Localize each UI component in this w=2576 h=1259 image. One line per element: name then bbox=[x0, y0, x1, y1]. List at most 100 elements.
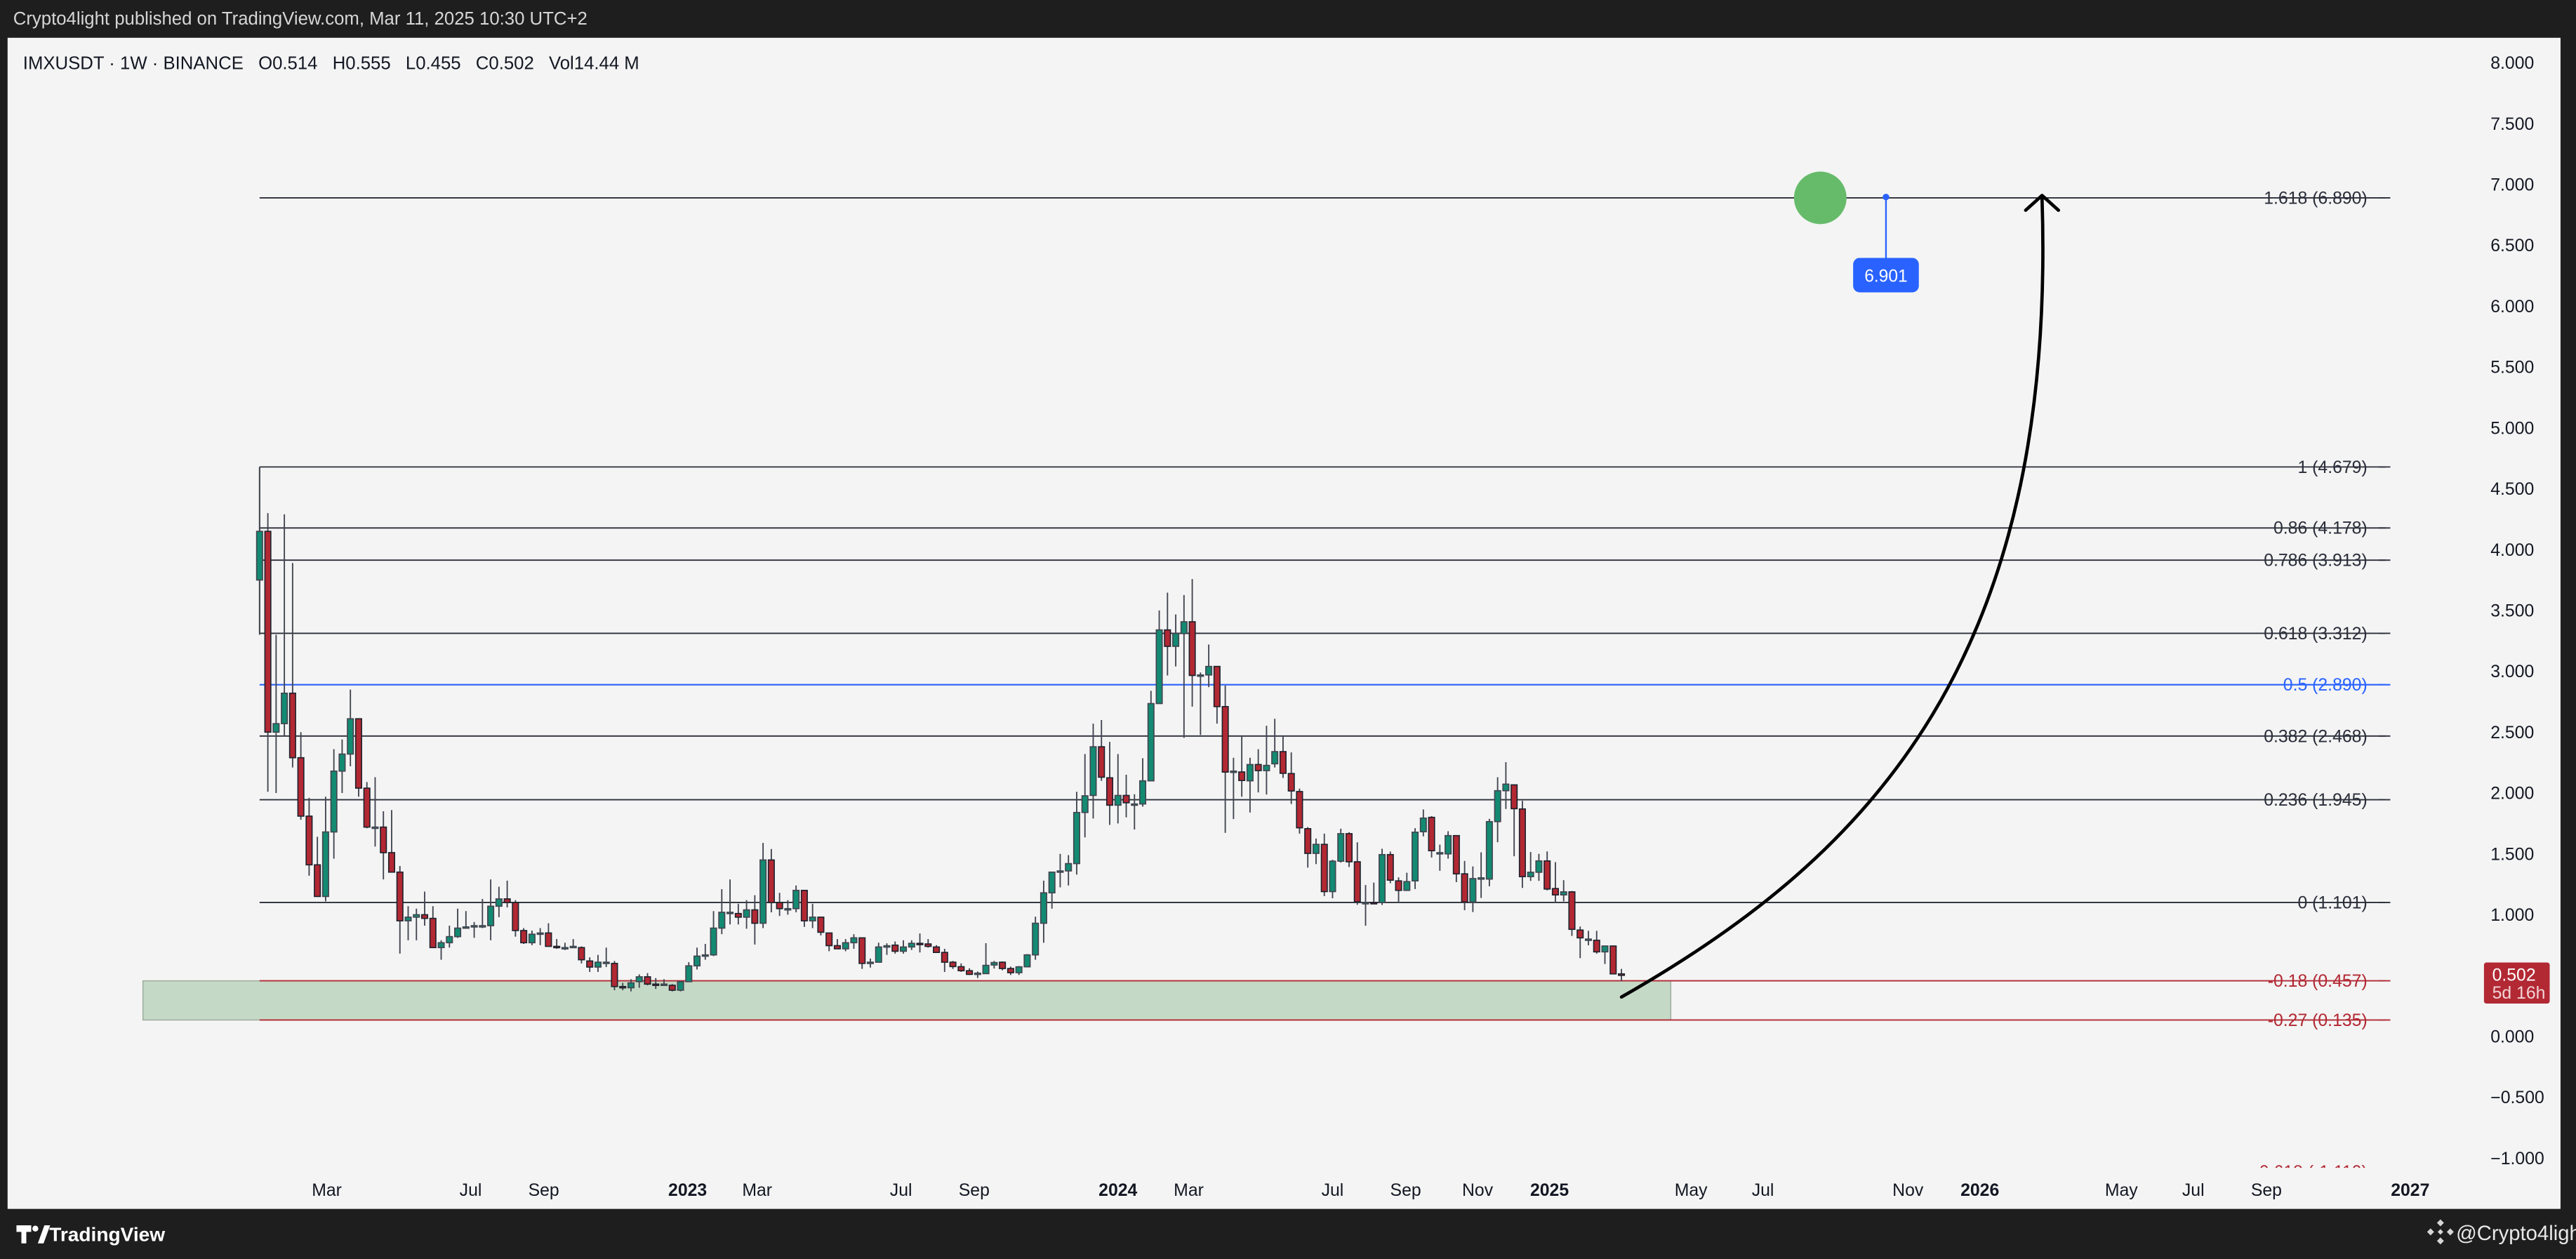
fib-level-label: -0.618 (-1.110) bbox=[2254, 1163, 2368, 1182]
candle-body bbox=[619, 985, 627, 989]
candle-body bbox=[1271, 751, 1279, 765]
candle bbox=[693, 947, 701, 970]
time-axis-label: Sep bbox=[959, 1181, 990, 1200]
candle bbox=[528, 930, 536, 945]
candle-body bbox=[1478, 877, 1485, 880]
candle bbox=[1007, 966, 1014, 975]
candle bbox=[396, 866, 404, 954]
candle bbox=[1485, 818, 1493, 886]
candle bbox=[1263, 726, 1270, 795]
candle bbox=[536, 928, 544, 945]
candle bbox=[1378, 848, 1386, 905]
candle bbox=[512, 900, 519, 937]
price-axis[interactable]: 8.000 7.500 7.000 6.500 6.000 5.500 5.000 4.500… bbox=[2490, 54, 2544, 1168]
plot-area[interactable]: 1.618 (6.890) 1 (4.679) 0.86 (4.178) 0.786 … bbox=[142, 54, 2544, 1200]
candle bbox=[767, 848, 775, 912]
candle bbox=[1362, 885, 1369, 926]
candle bbox=[875, 942, 882, 963]
legend: IMXUSDT · 1W · BINANCE O0.514 H0.555 L0.… bbox=[23, 53, 639, 73]
candle bbox=[1015, 966, 1023, 975]
chart-panel[interactable] bbox=[7, 37, 2561, 1209]
candle bbox=[272, 634, 280, 793]
binance-icon bbox=[2426, 1219, 2454, 1245]
candle bbox=[1337, 828, 1345, 863]
price-note-box[interactable] bbox=[1853, 258, 1919, 293]
candle-body bbox=[693, 955, 701, 967]
candle bbox=[330, 749, 338, 859]
footer-author[interactable]: @Crypto4light bbox=[2456, 1223, 2576, 1245]
candle-body bbox=[545, 932, 552, 947]
candle-body bbox=[338, 753, 346, 772]
candle-body bbox=[429, 917, 437, 949]
candle-body bbox=[1362, 902, 1369, 905]
target-circle-marker[interactable] bbox=[1793, 171, 1847, 225]
candle bbox=[1246, 757, 1254, 813]
candle bbox=[380, 811, 387, 880]
candle bbox=[545, 923, 552, 947]
candle bbox=[1527, 852, 1534, 881]
candle bbox=[1560, 880, 1567, 902]
candle bbox=[1213, 665, 1221, 724]
candle-body bbox=[1312, 844, 1320, 854]
candle bbox=[495, 886, 503, 917]
projection-arrow[interactable] bbox=[1619, 196, 2045, 999]
price-axis-label: −0.500 bbox=[2490, 1088, 2544, 1107]
price-note-anchor[interactable] bbox=[1883, 194, 1890, 201]
candle-body bbox=[1164, 629, 1171, 647]
candle-body bbox=[1419, 817, 1427, 832]
candle bbox=[1353, 842, 1361, 905]
candle bbox=[883, 943, 891, 955]
candle-body bbox=[1065, 862, 1073, 872]
candle-body bbox=[652, 983, 660, 986]
candle-body bbox=[1098, 746, 1106, 778]
candle bbox=[743, 900, 750, 929]
legend-symbol: IMXUSDT · 1W · BINANCE bbox=[23, 53, 244, 73]
candle bbox=[817, 917, 825, 935]
candle bbox=[627, 979, 635, 992]
candle bbox=[1188, 579, 1196, 707]
support-zone[interactable] bbox=[142, 980, 1672, 1021]
candle bbox=[1511, 784, 1518, 857]
candle-body bbox=[578, 947, 585, 961]
candle-body bbox=[1494, 790, 1501, 822]
candle bbox=[1296, 788, 1303, 834]
fib-retracement[interactable]: 1.618 (6.890) 1 (4.679) 0.86 (4.178) 0.786 … bbox=[258, 189, 2391, 1182]
candle bbox=[685, 962, 693, 982]
candle-body bbox=[990, 961, 998, 966]
legend-open: O0.514 bbox=[258, 53, 317, 73]
candle bbox=[470, 921, 478, 938]
time-axis-label: 2025 bbox=[1530, 1181, 1569, 1200]
candle-body bbox=[1114, 794, 1122, 806]
price-axis-label: 3.500 bbox=[2490, 602, 2534, 621]
time-axis-label: Sep bbox=[1390, 1181, 1421, 1200]
candle-body bbox=[668, 985, 676, 991]
candle bbox=[1304, 827, 1312, 868]
candle-body bbox=[784, 907, 792, 911]
candle bbox=[1221, 685, 1229, 833]
candle-body bbox=[1197, 674, 1204, 677]
candle-body bbox=[1378, 853, 1386, 903]
candle bbox=[1048, 871, 1056, 909]
candle-body bbox=[446, 935, 453, 944]
candle-body bbox=[1568, 891, 1576, 931]
candle-body bbox=[487, 905, 495, 926]
time-axis[interactable]: Mar Jul Sep 2023 Mar Jul Sep 2024 Mar Jul Sep Nov 20… bbox=[312, 1181, 2429, 1200]
candle-body bbox=[1576, 929, 1584, 939]
candle bbox=[866, 958, 875, 968]
candle-body bbox=[966, 970, 974, 975]
candle-body bbox=[347, 718, 354, 755]
candle-body bbox=[1329, 860, 1336, 893]
candle-body bbox=[817, 917, 825, 933]
candle bbox=[1551, 862, 1559, 903]
price-axis-label: 5.500 bbox=[2490, 359, 2534, 378]
candle-body bbox=[1551, 888, 1559, 895]
candle-body bbox=[396, 871, 404, 921]
candle-body bbox=[792, 889, 800, 910]
candle bbox=[800, 889, 808, 927]
candle-body bbox=[272, 723, 280, 733]
candle-body bbox=[1221, 706, 1229, 773]
candle-body bbox=[858, 937, 866, 964]
price-tag-price: 0.502 bbox=[2492, 966, 2536, 985]
time-axis-label: Sep bbox=[529, 1181, 559, 1200]
candle-body bbox=[982, 964, 990, 975]
